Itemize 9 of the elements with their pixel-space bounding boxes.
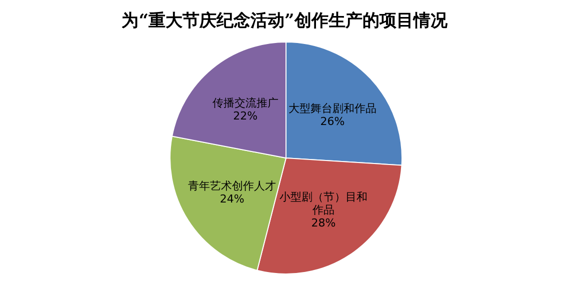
- data-label: 26%: [320, 114, 345, 128]
- data-label: 28%: [311, 216, 336, 230]
- slice-label: 传播交流推广: [212, 96, 278, 110]
- data-label: 22%: [233, 109, 258, 122]
- chart-title: 为“重大节庆纪念活动”创作生产的项目情况: [122, 11, 448, 31]
- slice-label: 青年艺术创作人才: [188, 180, 276, 193]
- slice-label: 大型舞台剧和作品: [288, 102, 377, 115]
- slice-label: 小型剧（节）目和作品: [280, 190, 368, 217]
- data-label: 24%: [220, 192, 244, 206]
